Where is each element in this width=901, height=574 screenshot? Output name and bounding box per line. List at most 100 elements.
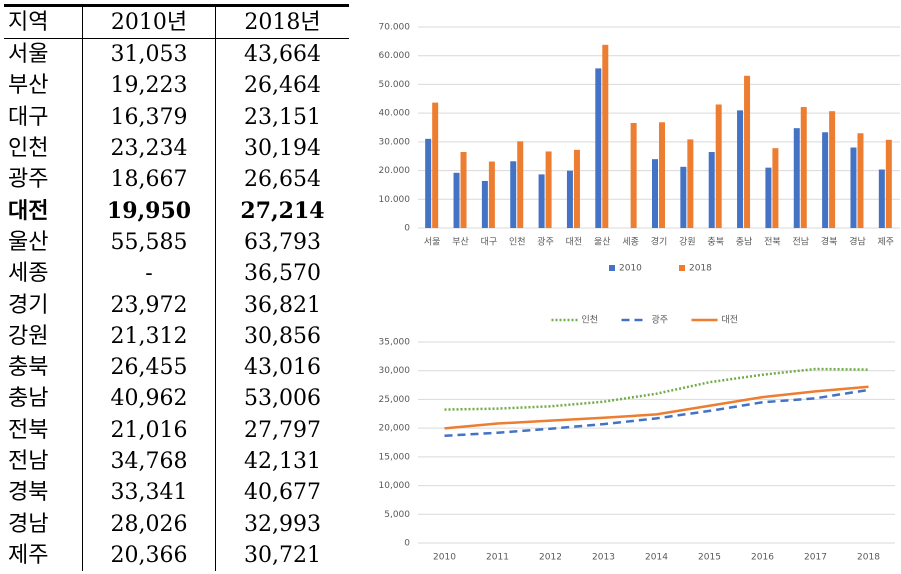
bar [885, 139, 892, 228]
cell: 28,026 [82, 508, 216, 540]
cell: 강원 [8, 323, 49, 349]
x-tick-label: 전북 [764, 237, 781, 248]
cell: 31,053 [82, 38, 216, 71]
bar [566, 170, 573, 228]
bar [432, 102, 439, 228]
bar [545, 151, 552, 228]
cell: 26,455 [82, 351, 216, 384]
cell: 42,131 [244, 449, 321, 474]
y-tick-label: 15,000 [379, 452, 411, 462]
bar [517, 141, 524, 228]
y-tick-label: 20,000 [379, 424, 411, 434]
cell: 세종 [8, 261, 49, 287]
legend-swatch [679, 265, 685, 271]
bar [772, 148, 779, 228]
cell: 경북 [8, 480, 49, 506]
row: 울산 55,585 63,793 [4, 226, 349, 259]
y-tick-label: 10,000 [379, 481, 411, 491]
x-tick-label: 2010 [433, 553, 456, 563]
y-tick-label: 30,000 [379, 366, 411, 376]
cell: 20,366 [82, 539, 216, 572]
cell: 26,654 [244, 167, 321, 193]
row: 경기 23,972 36,821 [4, 289, 349, 321]
bar [800, 107, 807, 228]
row: 대전 19,950 27,214 [4, 195, 349, 227]
y-tick-label: 5,000 [384, 510, 410, 520]
x-tick-label: 경북 [821, 236, 838, 248]
cell: 서울 [8, 42, 49, 68]
bar [460, 152, 467, 228]
row: 제주 20,366 30,721 [4, 539, 349, 572]
bar [878, 169, 885, 228]
bar [857, 133, 864, 228]
y-tick-label: 35,000 [379, 338, 411, 348]
cell: 43,016 [244, 355, 321, 381]
cell: 23,151 [244, 104, 321, 130]
y-tick-label: 50.000 [379, 80, 411, 90]
bar [744, 75, 751, 228]
cell: 인천 [8, 136, 49, 162]
cell: 경기 [8, 292, 49, 318]
bar [595, 68, 602, 229]
header-cell: 2010년 [82, 4, 216, 39]
bar [715, 104, 722, 228]
cell: 경남 [8, 511, 49, 537]
cell: 36,570 [244, 261, 321, 287]
cell: 40,677 [244, 480, 321, 506]
bar [453, 172, 460, 228]
cell: 충북 [8, 355, 49, 381]
cell: 부산 [8, 73, 49, 99]
header-cell: 2018년 [215, 4, 349, 39]
row: 경북 33,341 40,677 [4, 477, 349, 509]
bar [573, 149, 580, 228]
x-tick-label: 광주 [537, 236, 554, 248]
cell: - [82, 258, 216, 290]
bar [425, 138, 432, 228]
cell: 34,768 [82, 445, 216, 478]
bar [602, 44, 609, 229]
cell: 43,664 [244, 42, 321, 68]
cell: 23,234 [82, 132, 216, 165]
bar [652, 159, 658, 228]
x-tick-label: 2013 [592, 553, 615, 563]
data-table: 지역 2010년 2018년 서울 31,053 43,664 부산 19,223 26,464… [4, 4, 349, 572]
bar [538, 174, 545, 228]
x-tick-label: 2016 [751, 553, 774, 563]
cell: 충남 [8, 386, 49, 412]
cell: 제주 [8, 542, 49, 568]
bar [765, 167, 772, 228]
row: 대구 16,379 23,151 [4, 101, 349, 133]
bar [850, 147, 857, 228]
y-tick-label: 30.000 [379, 137, 411, 147]
bar [510, 161, 517, 228]
bar [659, 122, 665, 228]
cell: 55,585 [82, 226, 216, 259]
row: 서울 31,053 43,664 [4, 38, 349, 71]
bar [829, 111, 836, 228]
cell: 21,312 [82, 320, 216, 352]
cell: 27,214 [240, 197, 325, 224]
x-tick-label: 세종 [622, 237, 639, 248]
x-tick-label: 경남 [849, 236, 866, 248]
y-tick-label: 0 [404, 539, 410, 549]
y-tick-label: 70.000 [379, 23, 411, 33]
cell: 30,721 [244, 542, 321, 568]
bar [680, 166, 687, 228]
cell: 53,006 [244, 386, 321, 412]
x-tick-label: 2018 [857, 553, 880, 563]
row: 세종 - 36,570 [4, 258, 349, 290]
x-tick-label: 부산 [452, 237, 469, 248]
row: 전북 21,016 27,797 [4, 414, 349, 446]
x-tick-label: 강원 [679, 237, 696, 248]
y-tick-label: 0 [404, 224, 410, 234]
cell: 울산 [8, 229, 49, 255]
x-tick-label: 대전 [566, 237, 583, 248]
header-cell: 지역 [4, 4, 83, 39]
legend-label: 인천 [582, 315, 599, 326]
x-tick-label: 2011 [486, 553, 509, 563]
bar [488, 161, 495, 228]
x-tick-label: 충북 [707, 237, 724, 248]
bar [708, 152, 715, 228]
